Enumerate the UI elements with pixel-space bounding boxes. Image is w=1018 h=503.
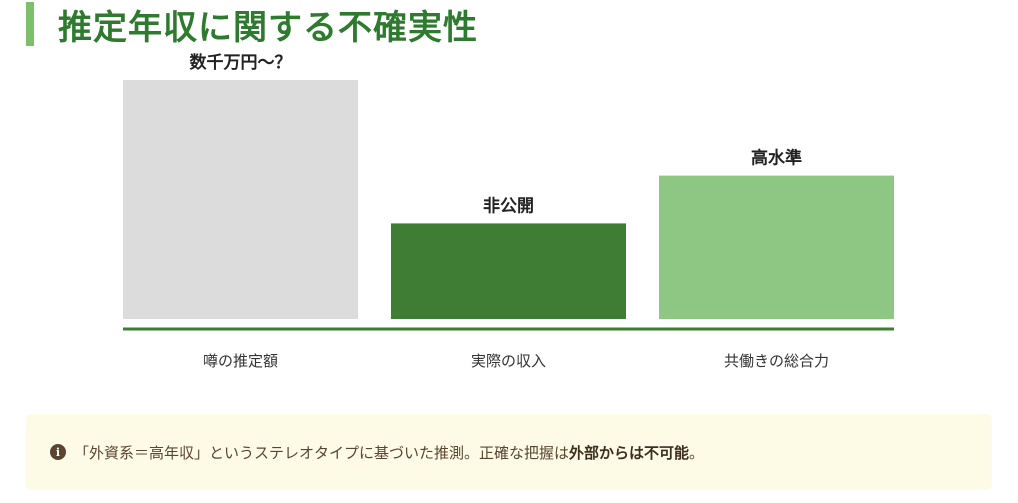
bar-value-label-3: 高水準: [751, 148, 802, 169]
category-label-1: 噂の推定額: [203, 352, 278, 370]
bar-value-label-1: 数千万円～？: [190, 52, 292, 73]
info-note: i 「外資系＝高年収」というステレオタイプに基づいた推測。正確な把握は外部からは…: [26, 414, 992, 490]
category-label-3: 共働きの総合力: [724, 352, 829, 370]
note-text-plain: 「外資系＝高年収」というステレオタイプに基づいた推測。正確な把握は: [74, 443, 570, 462]
bar-3: [659, 175, 894, 319]
note-text: 「外資系＝高年収」というステレオタイプに基づいた推測。正確な把握は外部からは不可…: [74, 442, 704, 463]
note-text-bold: 外部からは不可能: [569, 443, 690, 462]
bar-2: [391, 223, 626, 319]
bar-1: [123, 80, 358, 319]
category-label-2: 実際の収入: [471, 352, 546, 370]
title-accent-bar: [26, 2, 34, 46]
bar-value-label-2: 非公開: [483, 195, 534, 216]
page-title: 推定年収に関する不確実性: [58, 7, 478, 48]
note-text-end: 。: [689, 443, 705, 462]
info-icon: i: [50, 444, 66, 460]
title-block: 推定年収に関する不確実性: [26, 0, 478, 48]
